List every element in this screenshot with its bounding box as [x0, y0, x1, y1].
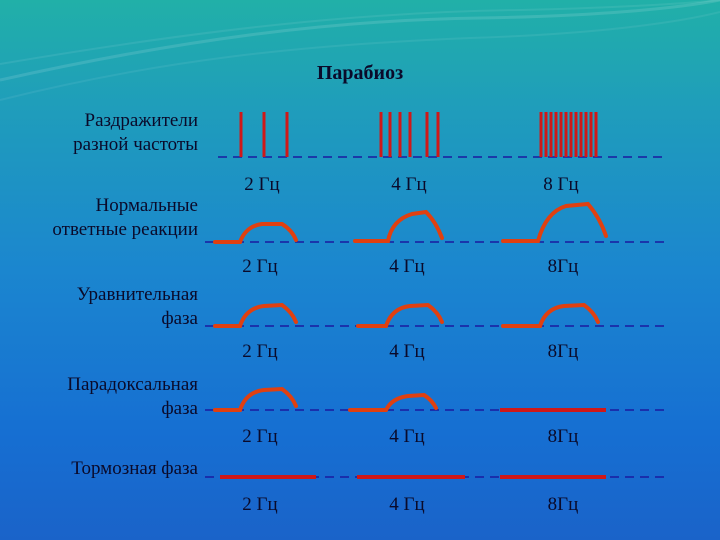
- row-label-line: Уравнительная: [76, 284, 198, 305]
- freq-label: 4 Гц: [391, 174, 427, 195]
- freq-label: 8Гц: [547, 256, 579, 277]
- freq-label: 2 Гц: [244, 174, 280, 195]
- row-label-equalizing: Уравнительная фаза: [77, 283, 198, 331]
- response-curve-equalizing-2hz: [213, 302, 298, 328]
- response-curve-equalizing-4hz: [356, 302, 444, 328]
- row-label-paradoxical: Парадоксальная фаза: [67, 373, 198, 421]
- freq-label: 4 Гц: [389, 256, 425, 277]
- freq-label: 4 Гц: [389, 341, 425, 362]
- freq-label: 8Гц: [547, 341, 579, 362]
- slide-title: Парабиоз: [316, 62, 404, 84]
- freq-label: 2 Гц: [242, 494, 278, 515]
- row-label-stimuli: Раздражители разной частоты: [73, 109, 198, 157]
- response-curve-normal-2hz: [213, 222, 298, 244]
- row-label-line: Тормозная фаза: [71, 458, 198, 479]
- row-label-line: Парадоксальная: [67, 374, 198, 395]
- response-curve-equalizing-8hz: [501, 302, 600, 328]
- freq-label: 8Гц: [547, 426, 579, 447]
- background-swirl: [0, 0, 720, 101]
- row-label-line: фаза: [161, 398, 198, 419]
- row-label-inhibitory: Тормозная фаза: [71, 457, 198, 481]
- row-label-normal: Нормальные ответные реакции: [52, 194, 198, 242]
- row-label-line: Нормальные: [95, 195, 198, 216]
- freq-label: 8 Гц: [543, 174, 579, 195]
- stimulus-group-2hz: [239, 112, 289, 157]
- row-label-line: фаза: [161, 308, 198, 329]
- response-curve-normal-4hz: [353, 209, 444, 243]
- row-label-line: ответные реакции: [52, 219, 198, 240]
- freq-label: 2 Гц: [242, 426, 278, 447]
- response-curve-paradoxical-2hz: [213, 386, 298, 412]
- freq-label: 8Гц: [547, 494, 579, 515]
- response-curve-normal-8hz: [501, 201, 608, 243]
- freq-label: 4 Гц: [389, 426, 425, 447]
- freq-label: 2 Гц: [242, 341, 278, 362]
- stimulus-group-8hz: [539, 112, 598, 157]
- row-label-line: Раздражители: [84, 110, 198, 131]
- freq-label: 2 Гц: [242, 256, 278, 277]
- freq-label: 4 Гц: [389, 494, 425, 515]
- response-curve-paradoxical-4hz: [348, 392, 438, 412]
- row-label-line: разной частоты: [73, 134, 198, 155]
- stimulus-group-4hz: [379, 112, 440, 157]
